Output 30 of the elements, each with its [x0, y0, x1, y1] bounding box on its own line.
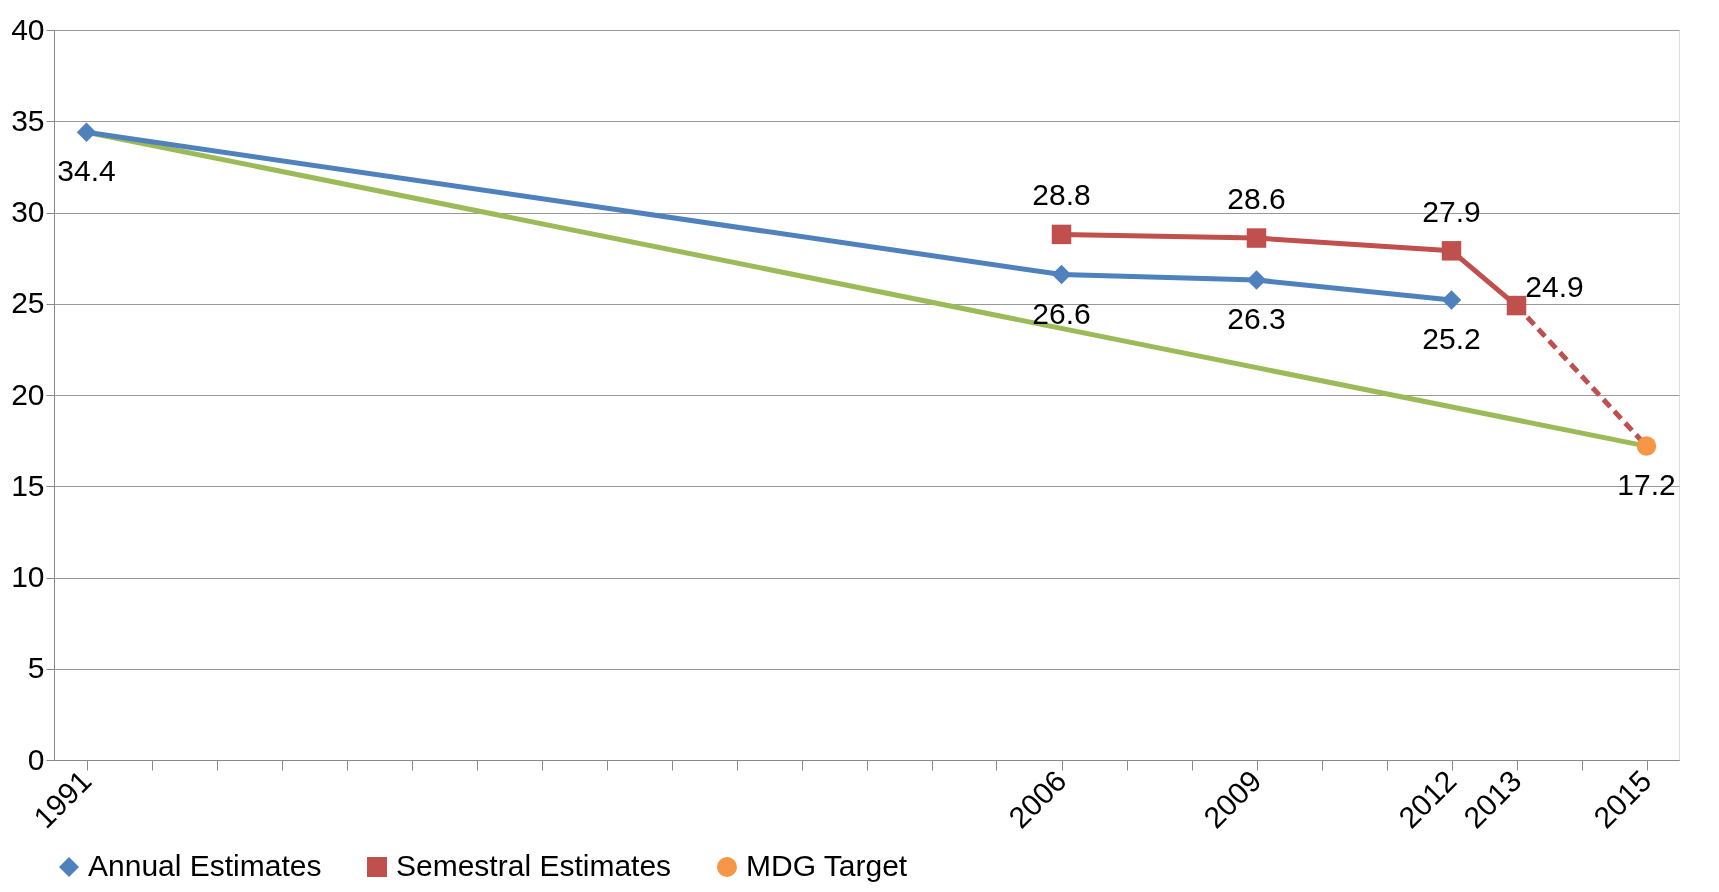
point: [1636, 436, 1657, 456]
point: [1051, 224, 1072, 245]
legend-label: Annual Estimates: [88, 849, 322, 882]
data-label: 24.9: [1525, 269, 1584, 303]
point: [1246, 270, 1267, 290]
data-label: 25.2: [1422, 322, 1481, 356]
y-tick-label: 25: [11, 286, 45, 320]
data-label: 26.3: [1227, 302, 1286, 336]
y-tick-label: 0: [27, 742, 45, 776]
point: [1441, 241, 1462, 261]
point: [1441, 290, 1462, 310]
point: [1246, 228, 1267, 248]
data-label: 34.4: [57, 154, 116, 188]
y-tick-label: 5: [27, 651, 45, 685]
legend-label: MDG Target: [746, 849, 908, 882]
y-tick-label: 40: [11, 12, 45, 46]
point: [76, 122, 97, 142]
point: [1506, 295, 1527, 316]
data-label: 26.6: [1032, 296, 1091, 330]
y-tick-label: 35: [11, 103, 45, 137]
data-label: 28.6: [1227, 182, 1286, 216]
data-label: 27.9: [1422, 194, 1481, 228]
point: [1051, 264, 1072, 285]
y-tick-label: 10: [11, 560, 45, 593]
y-tick-label: 15: [11, 468, 45, 502]
data-label: 17.2: [1617, 468, 1676, 502]
y-tick-label: 20: [11, 377, 45, 411]
legend-label: Semestral Estimates: [396, 849, 672, 882]
data-label: 28.8: [1032, 178, 1091, 212]
y-tick-label: 30: [11, 195, 45, 228]
